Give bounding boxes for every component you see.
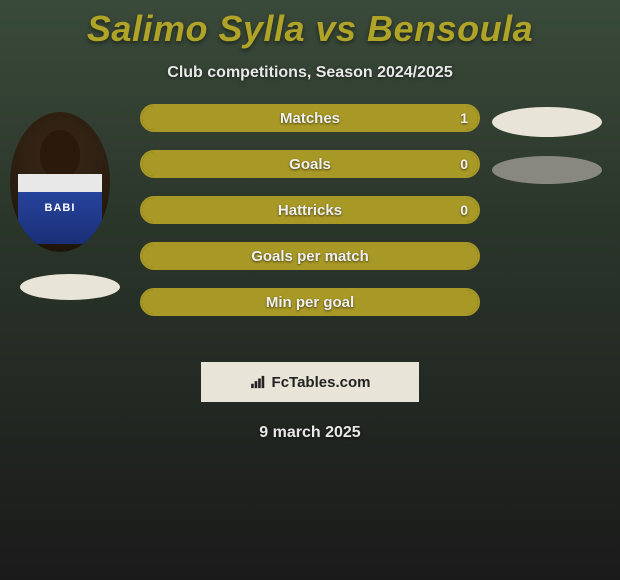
stat-bar-fill <box>142 198 478 222</box>
stat-bar: Min per goal <box>140 288 480 316</box>
bars-icon <box>250 375 268 389</box>
stat-bars: Matches1 Goals0 Hattricks0 Goals per match M… <box>140 104 480 334</box>
stat-bar: Goals per match <box>140 242 480 270</box>
stat-bar-fill <box>142 290 478 314</box>
stat-bar-value: 0 <box>460 202 468 218</box>
stat-bar: Matches1 <box>140 104 480 132</box>
watermark-badge: FcTables.com <box>201 362 419 402</box>
stat-bar: Hattricks0 <box>140 196 480 224</box>
player-left-avatar <box>10 112 110 252</box>
player-right-oval-1 <box>492 107 602 137</box>
stat-bar-value: 0 <box>460 156 468 172</box>
subtitle: Club competitions, Season 2024/2025 <box>0 64 620 82</box>
stat-bar-fill <box>142 106 478 130</box>
player-left-oval <box>20 274 120 300</box>
date-text: 9 march 2025 <box>0 424 620 442</box>
page-title: Salimo Sylla vs Bensoula <box>0 0 620 50</box>
stat-bar-fill <box>142 244 478 268</box>
comparison-area: Matches1Goals0Hattricks0Goals per matchM… <box>0 112 620 352</box>
player-right-oval-2 <box>492 156 602 184</box>
stat-bar: Goals0 <box>140 150 480 178</box>
watermark-text: FcTables.com <box>272 374 371 391</box>
stat-bar-fill <box>142 152 478 176</box>
stat-bar-value: 1 <box>460 110 468 126</box>
avatar-jersey <box>18 174 102 244</box>
avatar-head <box>40 130 80 178</box>
